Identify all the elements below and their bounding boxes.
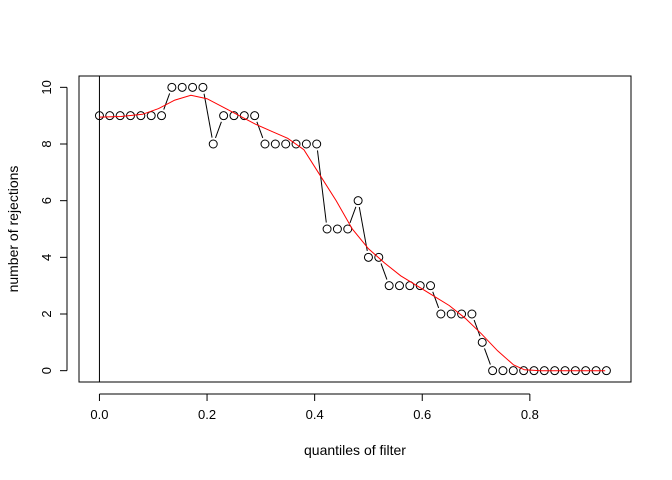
connector-segment xyxy=(215,121,222,139)
data-point xyxy=(322,224,332,234)
data-point xyxy=(157,111,167,121)
data-point xyxy=(519,366,529,376)
connector-segment xyxy=(432,291,440,309)
data-point xyxy=(146,111,156,121)
x-tick-label: 0.8 xyxy=(521,407,539,422)
x-tick-label: 0.6 xyxy=(413,407,431,422)
data-point xyxy=(301,139,311,149)
x-tick-label: 0.4 xyxy=(306,407,324,422)
connector-segment xyxy=(473,319,481,337)
data-point xyxy=(457,309,467,319)
data-point xyxy=(250,111,260,121)
data-point xyxy=(312,139,322,149)
data-point xyxy=(436,309,446,319)
data-point xyxy=(94,111,104,121)
data-point xyxy=(498,366,508,376)
connector-segment xyxy=(163,93,171,110)
connector-segment xyxy=(380,263,388,280)
connector-segment xyxy=(316,150,327,223)
connector-segment xyxy=(358,206,368,252)
smooth-trend-line xyxy=(99,94,606,372)
data-point xyxy=(488,366,498,376)
data-point xyxy=(426,281,436,291)
connector-segment xyxy=(256,121,264,139)
y-tick-label: 10 xyxy=(39,80,54,94)
connector-segment xyxy=(484,348,491,365)
x-axis-label: quantiles of filter xyxy=(304,442,406,458)
data-point xyxy=(260,139,270,149)
connector-segment xyxy=(203,93,213,138)
data-point xyxy=(467,309,477,319)
data-point xyxy=(115,111,125,121)
data-point xyxy=(394,281,404,291)
y-tick-label: 8 xyxy=(39,140,54,147)
y-tick-label: 4 xyxy=(39,254,54,261)
data-point xyxy=(270,139,280,149)
data-point xyxy=(477,337,487,347)
plot-frame xyxy=(78,75,632,383)
data-point xyxy=(508,366,518,376)
data-point xyxy=(446,309,456,319)
data-point xyxy=(105,111,115,121)
data-point xyxy=(136,111,146,121)
data-point xyxy=(167,82,177,92)
data-point xyxy=(177,82,187,92)
connector-segment xyxy=(349,206,357,224)
data-point xyxy=(384,281,394,291)
data-point xyxy=(374,252,384,262)
data-point xyxy=(188,82,198,92)
data-point xyxy=(281,139,291,149)
y-axis-label: number of rejections xyxy=(5,166,21,293)
data-point xyxy=(198,82,208,92)
data-point xyxy=(219,111,229,121)
data-point xyxy=(353,196,363,206)
data-point xyxy=(363,252,373,262)
data-point xyxy=(291,139,301,149)
y-tick-label: 6 xyxy=(39,197,54,204)
x-tick-label: 0.2 xyxy=(198,407,216,422)
data-point xyxy=(332,224,342,234)
data-point xyxy=(229,111,239,121)
y-tick-label: 2 xyxy=(39,310,54,317)
x-tick-label: 0.0 xyxy=(90,407,108,422)
y-tick-label: 0 xyxy=(39,367,54,374)
data-point xyxy=(208,139,218,149)
